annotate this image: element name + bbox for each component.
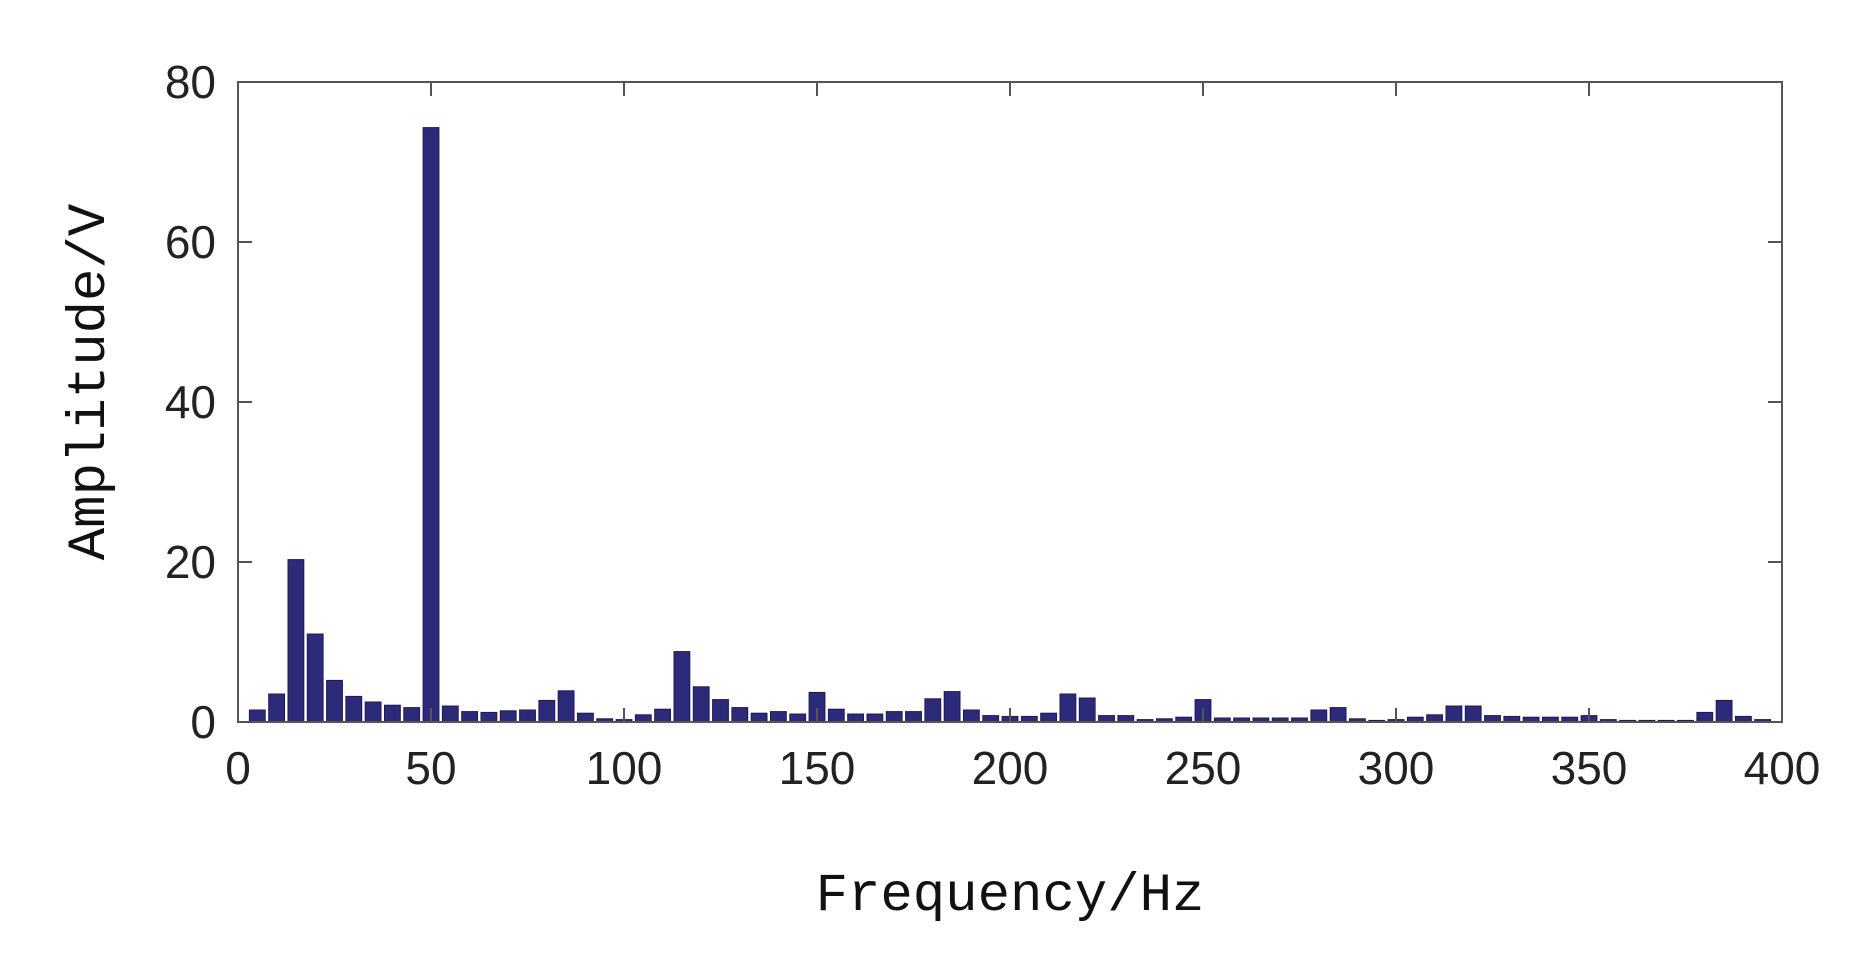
bar: [750, 712, 768, 723]
bar: [1078, 697, 1096, 723]
bar: [1696, 711, 1714, 723]
x-tick-label: 150: [779, 742, 856, 794]
x-tick-label: 50: [405, 742, 456, 794]
bar: [866, 713, 884, 723]
y-tick-label: 0: [190, 696, 216, 748]
y-tick-label: 40: [165, 376, 216, 428]
bar: [557, 690, 575, 723]
x-tick-label: 300: [1358, 742, 1435, 794]
bar: [1310, 709, 1328, 723]
y-tick-label: 20: [165, 536, 216, 588]
bar: [943, 691, 961, 723]
bar: [885, 711, 903, 723]
x-tick-label: 250: [1165, 742, 1242, 794]
bar: [383, 704, 401, 723]
bar: [1445, 705, 1463, 723]
bar: [1040, 712, 1058, 723]
bar: [345, 695, 363, 723]
bar: [441, 705, 459, 723]
bar: [962, 709, 980, 723]
x-tick-labels: 0 50 100 150 200 250 300 350 400: [225, 742, 1820, 794]
bar: [789, 713, 807, 723]
bar: [847, 713, 865, 723]
y-tick-label: 60: [165, 216, 216, 268]
bar: [654, 708, 672, 723]
bar: [712, 699, 729, 723]
bar: [1329, 707, 1347, 723]
bar: [422, 127, 440, 723]
bar: [1715, 699, 1733, 723]
bar: [1464, 705, 1482, 723]
tick-marks: [237, 81, 1783, 723]
x-tick-label: 100: [586, 742, 663, 794]
bar: [461, 711, 479, 723]
x-tick-label: 400: [1744, 742, 1821, 794]
bar-series: [248, 127, 1772, 723]
bar: [268, 693, 286, 723]
bar: [634, 714, 652, 723]
bar: [499, 710, 517, 723]
bar: [248, 709, 266, 723]
bar: [403, 707, 421, 723]
x-axis-label: Frequency/Hz: [816, 866, 1205, 927]
bar: [692, 686, 710, 723]
y-tick-labels: 0 20 40 60 80: [165, 56, 216, 748]
x-tick-label: 200: [972, 742, 1049, 794]
bar: [576, 712, 594, 723]
bar: [924, 698, 942, 723]
bar: [673, 651, 691, 723]
x-tick-label: 0: [225, 742, 251, 794]
bar: [538, 699, 556, 723]
y-tick-label: 80: [165, 56, 216, 108]
bar: [1059, 693, 1077, 723]
bar: [827, 708, 845, 723]
bar: [480, 711, 498, 723]
plot-frame: [237, 81, 1783, 723]
bar: [1426, 714, 1444, 723]
bar: [731, 707, 749, 723]
bar: [287, 559, 305, 723]
x-tick-label: 350: [1551, 742, 1628, 794]
bar: [905, 711, 922, 723]
bar: [326, 679, 343, 723]
bar: [769, 711, 787, 723]
bar: [364, 701, 382, 723]
bar: [306, 633, 324, 723]
y-axis-label: Amplitude/V: [60, 203, 121, 560]
bar: [519, 709, 536, 723]
